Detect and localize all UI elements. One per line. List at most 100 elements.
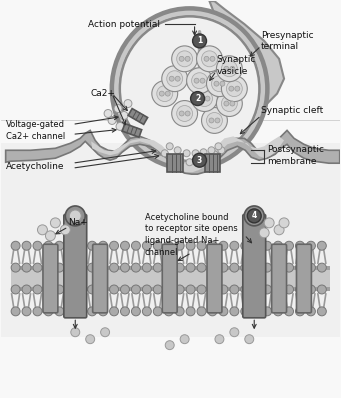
Circle shape xyxy=(120,241,130,250)
Circle shape xyxy=(164,263,173,272)
Circle shape xyxy=(215,335,224,343)
Circle shape xyxy=(263,263,272,272)
Circle shape xyxy=(218,147,225,154)
Bar xyxy=(167,154,183,172)
Circle shape xyxy=(202,107,227,133)
Circle shape xyxy=(169,76,174,81)
Circle shape xyxy=(66,285,75,294)
Circle shape xyxy=(296,307,305,316)
Circle shape xyxy=(241,241,250,250)
Circle shape xyxy=(69,210,81,222)
Circle shape xyxy=(230,66,235,71)
Ellipse shape xyxy=(120,17,259,161)
Text: 1: 1 xyxy=(197,36,202,45)
FancyBboxPatch shape xyxy=(296,244,311,313)
Circle shape xyxy=(224,101,229,106)
Circle shape xyxy=(263,307,272,316)
Circle shape xyxy=(317,307,326,316)
Circle shape xyxy=(224,66,229,71)
Circle shape xyxy=(317,241,326,250)
Circle shape xyxy=(202,51,218,67)
Circle shape xyxy=(214,81,219,86)
Text: Acetycholine: Acetycholine xyxy=(6,162,64,171)
Circle shape xyxy=(186,263,195,272)
Circle shape xyxy=(230,101,235,106)
Circle shape xyxy=(208,147,215,154)
Circle shape xyxy=(143,307,151,316)
Circle shape xyxy=(196,91,212,107)
Circle shape xyxy=(194,78,199,83)
Circle shape xyxy=(230,307,239,316)
Circle shape xyxy=(197,241,206,250)
Circle shape xyxy=(180,335,189,343)
FancyBboxPatch shape xyxy=(122,124,142,137)
Circle shape xyxy=(131,285,140,294)
Circle shape xyxy=(199,96,204,101)
Circle shape xyxy=(221,61,237,77)
Circle shape xyxy=(77,285,86,294)
Circle shape xyxy=(235,86,240,91)
Text: Voltage-gated
Ca2+ channel: Voltage-gated Ca2+ channel xyxy=(6,120,65,141)
Circle shape xyxy=(22,263,31,272)
Circle shape xyxy=(263,285,272,294)
Circle shape xyxy=(177,105,193,121)
Circle shape xyxy=(215,143,222,150)
Circle shape xyxy=(157,86,173,101)
Circle shape xyxy=(109,307,119,316)
Circle shape xyxy=(279,218,289,228)
Circle shape xyxy=(175,263,184,272)
Text: Action potential: Action potential xyxy=(88,20,160,29)
Circle shape xyxy=(50,218,60,228)
Circle shape xyxy=(131,307,140,316)
Circle shape xyxy=(219,285,228,294)
Text: Acetycholine bound
to receptor site opens
ligand-gated Na+
channel: Acetycholine bound to receptor site open… xyxy=(145,213,238,257)
Circle shape xyxy=(241,307,250,316)
Circle shape xyxy=(209,118,214,123)
Text: Postsynaptic
membrane: Postsynaptic membrane xyxy=(267,145,324,166)
FancyBboxPatch shape xyxy=(43,244,58,313)
Circle shape xyxy=(159,91,164,96)
Circle shape xyxy=(38,225,47,235)
Circle shape xyxy=(88,263,97,272)
Circle shape xyxy=(208,241,217,250)
Circle shape xyxy=(33,263,42,272)
Circle shape xyxy=(241,285,250,294)
Circle shape xyxy=(284,307,294,316)
Circle shape xyxy=(66,241,75,250)
Circle shape xyxy=(164,307,173,316)
Circle shape xyxy=(204,57,209,61)
Circle shape xyxy=(99,241,107,250)
Circle shape xyxy=(307,241,315,250)
Circle shape xyxy=(120,307,130,316)
FancyBboxPatch shape xyxy=(272,244,286,313)
Bar xyxy=(11,267,330,289)
Circle shape xyxy=(44,307,53,316)
Circle shape xyxy=(183,150,190,157)
Circle shape xyxy=(55,285,64,294)
Circle shape xyxy=(164,285,173,294)
Circle shape xyxy=(44,241,53,250)
Circle shape xyxy=(153,307,162,316)
Circle shape xyxy=(211,151,218,158)
Circle shape xyxy=(186,241,195,250)
Circle shape xyxy=(264,218,274,228)
Circle shape xyxy=(208,285,217,294)
Circle shape xyxy=(172,101,197,127)
Circle shape xyxy=(175,241,184,250)
Circle shape xyxy=(186,285,195,294)
Circle shape xyxy=(193,153,207,167)
Circle shape xyxy=(296,263,305,272)
Circle shape xyxy=(179,57,184,61)
Circle shape xyxy=(219,241,228,250)
Circle shape xyxy=(197,307,206,316)
Circle shape xyxy=(296,285,305,294)
Circle shape xyxy=(205,96,210,101)
Circle shape xyxy=(55,263,64,272)
Circle shape xyxy=(273,263,283,272)
Circle shape xyxy=(202,155,209,162)
Circle shape xyxy=(77,307,86,316)
Circle shape xyxy=(153,241,162,250)
Circle shape xyxy=(22,307,31,316)
Circle shape xyxy=(109,285,119,294)
Circle shape xyxy=(259,228,269,238)
